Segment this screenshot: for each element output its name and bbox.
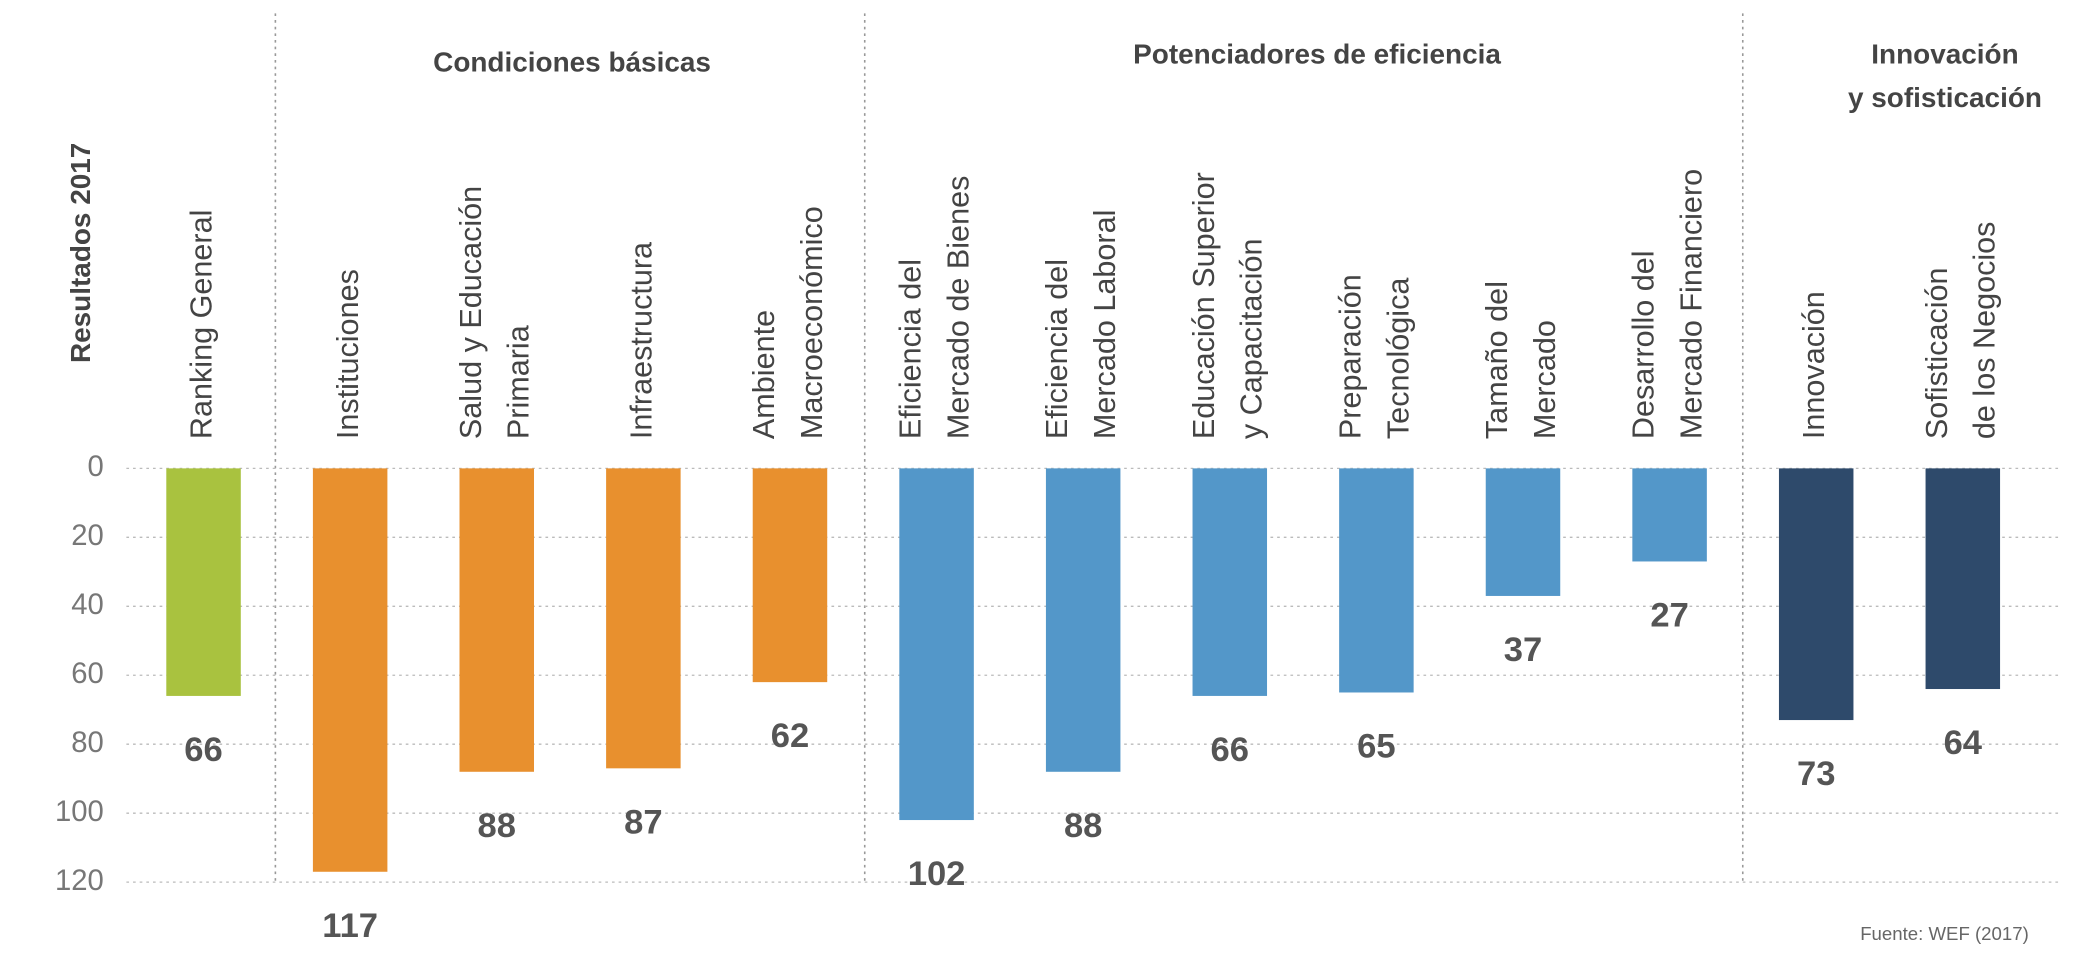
group-label: Condiciones básicas — [433, 46, 711, 77]
x-tick-label: Eficiencia del Mercado Laboral — [1040, 210, 1122, 439]
y-tick-label: 120 — [55, 865, 104, 897]
value-label: 87 — [624, 803, 662, 841]
x-tick-label-line: Innovación — [1797, 291, 1831, 439]
y-axis-label: Resultados 2017 — [65, 143, 96, 363]
bar — [1485, 468, 1561, 596]
value-label: 102 — [908, 855, 966, 893]
bar — [606, 468, 681, 769]
x-tick-label: Ranking General — [185, 210, 219, 439]
x-tick-label: Preparación Tecnológica — [1334, 274, 1416, 439]
bar — [1632, 468, 1707, 562]
x-tick-label-line: Mercado — [1528, 320, 1562, 439]
value-label: 37 — [1504, 631, 1542, 669]
x-tick-label: Desarrollo del Mercado Financiero — [1627, 169, 1709, 439]
x-tick-label: Infraestructura — [624, 242, 658, 439]
bar — [1925, 468, 2001, 690]
value-label: 88 — [1064, 807, 1102, 845]
x-tick-label-line: Ambiente — [747, 310, 781, 439]
y-tick-label: 100 — [55, 796, 104, 828]
bar — [1192, 468, 1268, 696]
x-tick-label-line: Tecnológica — [1381, 278, 1415, 440]
value-label: 66 — [1211, 731, 1249, 769]
value-label: 117 — [322, 907, 378, 945]
value-label: 73 — [1797, 755, 1835, 793]
y-tick-label: 40 — [71, 589, 104, 621]
y-tick-label: 0 — [87, 451, 103, 483]
value-label: 64 — [1944, 724, 1983, 762]
value-label: 62 — [771, 717, 809, 755]
value-label: 27 — [1650, 596, 1688, 634]
x-tick-label: Ambiente Macroeconómico — [747, 206, 829, 439]
x-tick-label-line: Eficiencia del — [894, 259, 928, 439]
x-tick-label-line: Mercado Financiero — [1675, 169, 1709, 439]
x-tick-label: Salud y Educación Primaria — [454, 186, 536, 439]
bar — [1045, 468, 1121, 772]
x-tick-label: Instituciones — [331, 269, 365, 439]
bar — [752, 468, 828, 683]
x-tick-label-line: Educación Superior — [1187, 172, 1221, 439]
group-label: y sofisticación — [1848, 82, 2042, 113]
x-tick-label: Educación Superior y Capacitación — [1187, 172, 1269, 439]
x-tick-label-line: Primaria — [502, 325, 536, 439]
x-tick-label-line: Preparación — [1334, 274, 1368, 439]
value-label: 88 — [478, 807, 516, 845]
source: Fuente: WEF (2017) — [1860, 923, 2029, 944]
bar — [1778, 468, 1854, 721]
x-tick-label-line: Sofisticación — [1920, 267, 1954, 439]
y-tick-label: 80 — [71, 727, 104, 759]
x-tick-label-line: Eficiencia del — [1040, 259, 1074, 439]
bar — [459, 468, 535, 772]
x-tick-label-line: Mercado de Bienes — [942, 176, 976, 439]
x-tick-label: Sofisticación de los Negocios — [1920, 222, 2002, 440]
y-tick-label: 60 — [71, 658, 104, 690]
bar — [166, 468, 241, 696]
value-label: 66 — [184, 731, 222, 769]
bar — [899, 468, 974, 821]
x-tick-label-line: Salud y Educación — [454, 186, 488, 439]
bar — [312, 468, 388, 872]
x-tick-label-line: Ranking General — [185, 210, 219, 439]
x-tick-label-line: de los Negocios — [1968, 222, 2002, 440]
x-tick-label-line: Tamaño del — [1480, 281, 1514, 439]
y-tick-label: 20 — [71, 520, 104, 552]
x-tick-label-line: Instituciones — [331, 269, 365, 439]
x-tick-label-line: Infraestructura — [624, 242, 658, 439]
group-label: Potenciadores de eficiencia — [1133, 38, 1501, 69]
group-label: Innovación — [1871, 38, 2018, 69]
x-tick-label-line: Macroeconómico — [795, 206, 829, 439]
bar — [1339, 468, 1414, 693]
x-tick-label-line: y Capacitación — [1235, 239, 1269, 440]
x-tick-label: Innovación — [1797, 291, 1831, 439]
x-tick-label: Tamaño del Mercado — [1480, 281, 1562, 439]
x-tick-label-line: Desarrollo del — [1627, 250, 1661, 439]
x-tick-label-line: Mercado Laboral — [1088, 210, 1122, 439]
value-label: 65 — [1357, 727, 1395, 765]
x-tick-label: Eficiencia del Mercado de Bienes — [894, 176, 976, 439]
